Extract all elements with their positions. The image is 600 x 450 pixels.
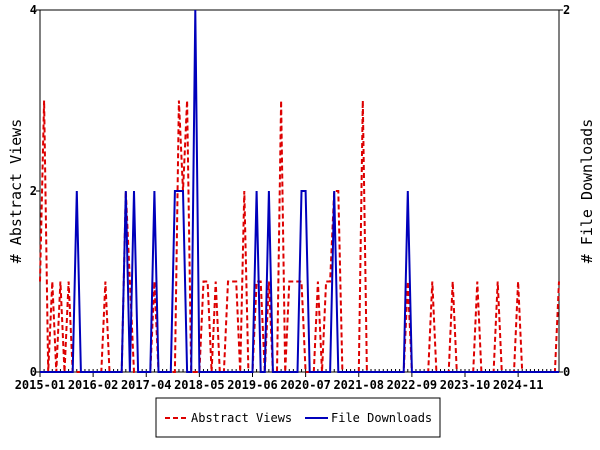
x-tick-label: 2024-11 bbox=[493, 378, 544, 392]
x-tick-label: 2020-07 bbox=[280, 378, 331, 392]
x-tick-label: 2023-10 bbox=[440, 378, 491, 392]
y-right-tick-label: 0 bbox=[563, 365, 570, 379]
x-tick-label: 2015-01 bbox=[15, 378, 66, 392]
x-tick-label: 2018-05 bbox=[174, 378, 225, 392]
legend: Abstract Views File Downloads bbox=[155, 397, 441, 438]
x-tick-label: 2022-09 bbox=[387, 378, 438, 392]
x-tick-label: 2016-02 bbox=[68, 378, 119, 392]
legend-label-views: Abstract Views bbox=[191, 411, 292, 425]
y-left-label: # Abstract Views bbox=[7, 119, 25, 264]
y-left-tick-label: 4 bbox=[30, 3, 37, 17]
y-left-tick-label: 2 bbox=[30, 184, 37, 198]
series-line-file-downloads bbox=[40, 9, 559, 373]
x-tick-label: 2019-06 bbox=[227, 378, 278, 392]
legend-label-downloads: File Downloads bbox=[331, 411, 432, 425]
y-left-tick-label: 0 bbox=[30, 365, 37, 379]
y-right-tick-label: 2 bbox=[563, 3, 570, 17]
x-tick-label: 2017-04 bbox=[121, 378, 172, 392]
y-right-label: # File Downloads bbox=[578, 119, 596, 264]
x-tick-label: 2021-08 bbox=[333, 378, 384, 392]
